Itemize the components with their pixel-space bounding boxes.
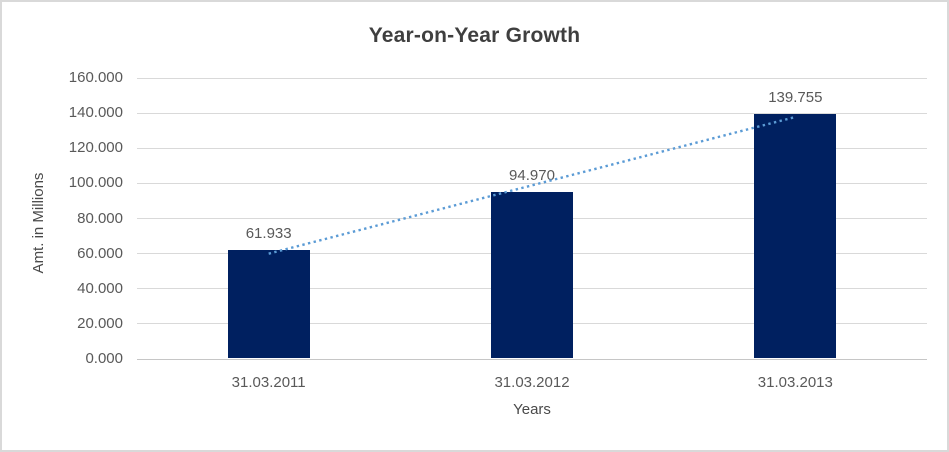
x-tick-label: 31.03.2012 — [494, 374, 570, 391]
bar — [754, 113, 837, 358]
data-label: 94.970 — [509, 167, 555, 185]
bar — [491, 192, 573, 358]
data-label: 61.933 — [245, 225, 292, 243]
x-tick-label: 31.03.2013 — [757, 374, 833, 391]
plot-area: 61.933 94.970 139.755 — [137, 77, 927, 360]
data-label: 139.755 — [768, 88, 823, 106]
gridline — [137, 182, 927, 184]
y-tick-label: 140.000 — [68, 104, 123, 122]
y-tick-label: 80.000 — [77, 209, 123, 227]
gridline — [137, 147, 927, 149]
x-axis-line — [137, 358, 927, 360]
y-tick-label: 40.000 — [77, 279, 123, 297]
y-tick-label: 20.000 — [77, 314, 123, 332]
trendline — [268, 115, 796, 255]
y-tick-label: 100.000 — [68, 174, 123, 192]
x-tick-label: 31.03.2011 — [231, 374, 306, 391]
gridline — [137, 77, 927, 79]
x-axis-title: Years — [513, 401, 551, 418]
gridline — [137, 112, 927, 114]
y-tick-label: 160.000 — [68, 69, 123, 86]
bar — [227, 250, 310, 358]
y-tick-label: 60.000 — [77, 244, 123, 262]
chart-title: Year-on-Year Growth — [368, 24, 581, 47]
y-tick-label: 120.000 — [68, 139, 123, 157]
y-tick-label: 0.000 — [85, 350, 123, 367]
